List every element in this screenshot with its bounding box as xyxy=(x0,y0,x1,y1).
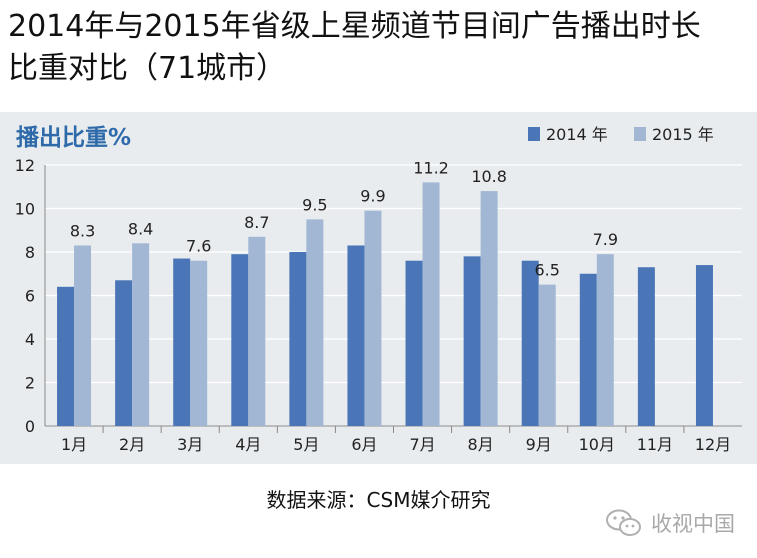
bar-2014 xyxy=(405,260,423,426)
legend-label-2014: 2014 年 xyxy=(546,125,608,144)
y-tick-label: 10 xyxy=(15,200,35,219)
bar-2015 xyxy=(306,219,324,426)
y-tick-label: 2 xyxy=(25,374,35,393)
x-tick-label: 12月 xyxy=(695,435,731,454)
legend-swatch-2015 xyxy=(634,127,646,141)
data-label: 8.3 xyxy=(70,221,95,240)
data-label: 10.8 xyxy=(471,167,507,186)
x-tick-label: 3月 xyxy=(177,435,203,454)
bar-2015 xyxy=(190,260,208,426)
bar-2015 xyxy=(480,191,498,426)
watermark: 收视中国 xyxy=(605,508,735,538)
watermark-text: 收视中国 xyxy=(651,512,735,536)
bar-2014 xyxy=(637,267,655,426)
bar-2014 xyxy=(289,252,307,426)
bar-2014 xyxy=(579,273,597,426)
x-tick-label: 6月 xyxy=(351,435,377,454)
bar-2014 xyxy=(521,260,539,426)
x-tick-label: 8月 xyxy=(468,435,494,454)
bar-2015 xyxy=(74,245,92,426)
bar-2014 xyxy=(115,280,133,426)
bar-2015 xyxy=(596,254,614,426)
chart-panel: 播出比重% 0 2 4 6 8 10 12 8.3 1月 8.4 2月 7.6 3月 8.7 4月 9.5 5月 9… xyxy=(0,112,757,464)
bar-chart: 播出比重% 0 2 4 6 8 10 12 8.3 1月 8.4 2月 7.6 3月 8.7 4月 9.5 5月 9… xyxy=(15,125,742,454)
y-tick-label: 6 xyxy=(25,287,35,306)
legend-label-2015: 2015 年 xyxy=(652,125,714,144)
data-source: 数据来源：CSM媒介研究 xyxy=(266,488,491,512)
legend-swatch-2014 xyxy=(528,127,540,141)
data-label: 6.5 xyxy=(534,261,559,280)
x-tick-label: 9月 xyxy=(526,435,552,454)
data-label: 9.9 xyxy=(360,187,385,206)
data-label: 7.6 xyxy=(186,237,211,256)
bar-2014 xyxy=(695,265,713,426)
y-tick-label: 4 xyxy=(25,330,35,349)
y-tick-label: 12 xyxy=(15,156,35,175)
data-label: 9.5 xyxy=(302,195,327,214)
title-line-1: 2014年与2015年省级上星频道节目间广告播出时长 xyxy=(8,9,701,44)
x-tick-label: 4月 xyxy=(235,435,261,454)
x-tick-label: 10月 xyxy=(579,435,615,454)
x-tick-label: 2月 xyxy=(119,435,145,454)
title-line-2: 比重对比（71城市） xyxy=(8,51,287,86)
y-tick-label: 0 xyxy=(25,417,35,436)
bar-2015 xyxy=(538,284,556,426)
bar-2015 xyxy=(422,182,440,426)
x-tick-label: 11月 xyxy=(637,435,673,454)
wechat-icon xyxy=(606,509,641,536)
x-tick-label: 7月 xyxy=(409,435,435,454)
bar-2014 xyxy=(57,286,75,426)
x-tick-label: 1月 xyxy=(61,435,87,454)
bar-2015 xyxy=(132,243,150,426)
data-label: 11.2 xyxy=(413,158,449,177)
bar-2015 xyxy=(364,210,382,426)
y-tick-label: 8 xyxy=(25,243,35,262)
bar-2015 xyxy=(248,236,266,426)
data-label: 7.9 xyxy=(593,230,618,249)
data-label: 8.4 xyxy=(128,219,153,238)
bar-2014 xyxy=(463,256,481,426)
bar-2014 xyxy=(173,258,191,426)
bar-2014 xyxy=(231,254,249,426)
bar-2014 xyxy=(347,245,365,426)
chart-title: 播出比重% xyxy=(16,125,131,151)
page-title: 2014年与2015年省级上星频道节目间广告播出时长 比重对比（71城市） xyxy=(8,6,753,90)
x-tick-label: 5月 xyxy=(293,435,319,454)
data-label: 8.7 xyxy=(244,213,269,232)
